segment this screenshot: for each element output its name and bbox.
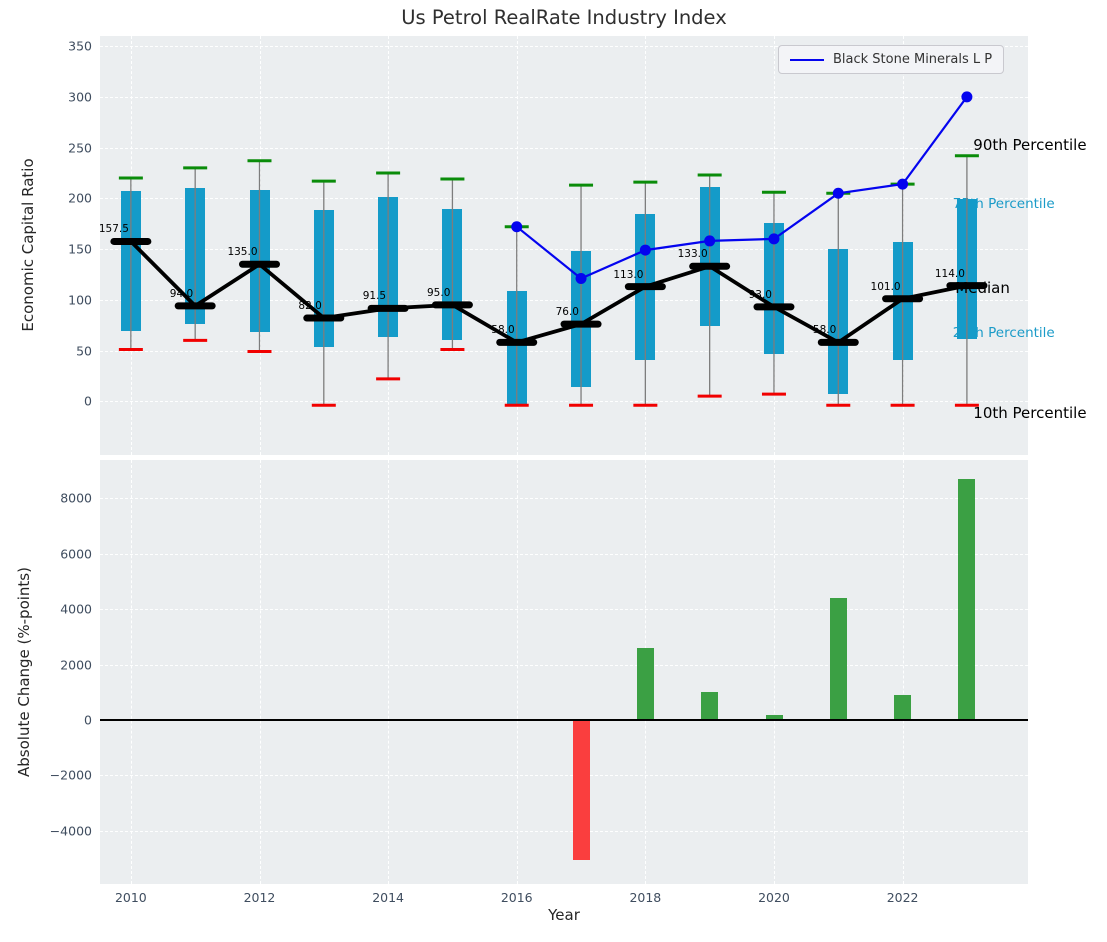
median-value-label: 93.0 <box>748 288 772 301</box>
median-value-label: 133.0 <box>677 248 708 261</box>
gridline-horizontal <box>100 553 1028 555</box>
legend: Black Stone Minerals L P <box>778 45 1005 74</box>
median-value-label: 101.0 <box>870 280 901 293</box>
bar-positive <box>701 692 719 720</box>
top-y-tick-label: 0 <box>84 393 92 409</box>
bar-positive <box>765 715 783 720</box>
top-y-tick-label: 200 <box>68 190 92 206</box>
percentile-annotation: Median <box>955 278 1010 297</box>
median-value-label: 135.0 <box>227 246 258 259</box>
gridline-horizontal <box>100 498 1028 500</box>
bottom-y-tick-label: −4000 <box>49 823 92 839</box>
x-axis-label: Year <box>548 906 580 924</box>
bar-positive <box>636 648 654 720</box>
bottom-y-tick-label: 8000 <box>60 490 92 506</box>
median-value-label: 114.0 <box>934 267 965 280</box>
top-y-tick-label: 250 <box>68 140 92 156</box>
x-tick-label: 2018 <box>629 890 662 905</box>
gridline-horizontal <box>100 401 1028 403</box>
x-tick-label: 2012 <box>243 890 276 905</box>
gridline-horizontal <box>100 830 1028 832</box>
zero-line <box>100 719 1028 721</box>
legend-line-sample <box>790 58 824 61</box>
median-value-label: 91.5 <box>362 290 387 303</box>
gridline-vertical <box>130 460 132 884</box>
gridline-horizontal <box>100 147 1028 149</box>
median-value-label: 94.0 <box>169 287 194 300</box>
top-y-tick-label: 350 <box>68 38 92 54</box>
bar-positive <box>829 597 847 720</box>
company-line-marker <box>511 221 523 233</box>
gridline-horizontal <box>100 609 1028 611</box>
median-value-label: 82.0 <box>298 300 322 312</box>
company-line-marker <box>704 235 716 247</box>
bottom-y-tick-label: 4000 <box>60 601 92 617</box>
top-y-tick-label: 50 <box>76 343 92 358</box>
top-y-tick-label: 300 <box>68 89 92 105</box>
x-tick-label: 2020 <box>758 890 790 905</box>
percentile-annotation: 75th Percentile <box>952 196 1055 213</box>
x-tick-label: 2022 <box>886 890 919 905</box>
median-value-label: 58.0 <box>491 324 515 337</box>
gridline-vertical <box>516 460 518 884</box>
company-line-marker <box>832 187 844 199</box>
chart-title: Us Petrol RealRate Industry Index <box>401 6 727 29</box>
percentile-annotation: 90th Percentile <box>973 135 1087 154</box>
top-y-axis-label: Economic Capital Ratio <box>19 158 37 332</box>
gridline-horizontal <box>100 46 1028 48</box>
boxplot-axes: 75th Percentile 25th Percentile 157.5 94.0 1… <box>98 36 1087 455</box>
gridline-horizontal <box>100 96 1028 98</box>
median-value-label: 113.0 <box>613 268 644 281</box>
bottom-y-tick-label: 0 <box>84 712 92 728</box>
company-line-marker <box>961 91 973 103</box>
bottom-y-tick-label: 2000 <box>60 657 92 673</box>
median-value-label: 157.5 <box>98 223 129 236</box>
bar-positive <box>958 479 976 720</box>
median-value-label: 76.0 <box>555 306 579 319</box>
bottom-y-axis-label: Absolute Change (%-points) <box>15 567 33 777</box>
top-y-tick-label: 150 <box>68 241 92 257</box>
x-tick-label: 2014 <box>372 890 405 905</box>
gridline-vertical <box>259 460 261 884</box>
gridline-vertical <box>388 460 390 884</box>
median-line <box>129 240 968 345</box>
gridline-horizontal <box>100 299 1028 301</box>
gridline-horizontal <box>100 350 1028 352</box>
median-value-label: 58.0 <box>812 324 837 337</box>
percentile-annotation: 25th Percentile <box>952 325 1055 342</box>
x-tick-label: 2016 <box>500 890 533 905</box>
top-y-tick-label: 100 <box>68 292 92 308</box>
bottom-y-tick-label: −2000 <box>49 767 92 783</box>
x-tick-label: 2010 <box>114 890 147 905</box>
bar-positive <box>894 695 912 720</box>
bar-negative <box>572 721 590 860</box>
gridline-horizontal <box>100 664 1028 666</box>
company-line-marker <box>768 233 780 245</box>
boxplot-overlay <box>110 91 988 407</box>
company-line-marker <box>897 178 909 190</box>
percentile-annotation: 10th Percentile <box>973 404 1087 423</box>
company-line <box>516 96 968 280</box>
company-line-marker <box>639 244 651 256</box>
gridline-vertical <box>902 460 904 884</box>
gridline-vertical <box>774 460 775 884</box>
bottom-y-tick-label: 6000 <box>60 546 92 562</box>
legend-label: Black Stone Minerals L P <box>833 52 993 67</box>
company-line-marker <box>575 272 587 284</box>
gridline-horizontal <box>100 775 1028 777</box>
median-value-label: 95.0 <box>427 286 451 299</box>
bar-axes <box>100 460 1028 884</box>
gridline-horizontal <box>100 198 1028 200</box>
gridline-horizontal <box>100 249 1028 251</box>
